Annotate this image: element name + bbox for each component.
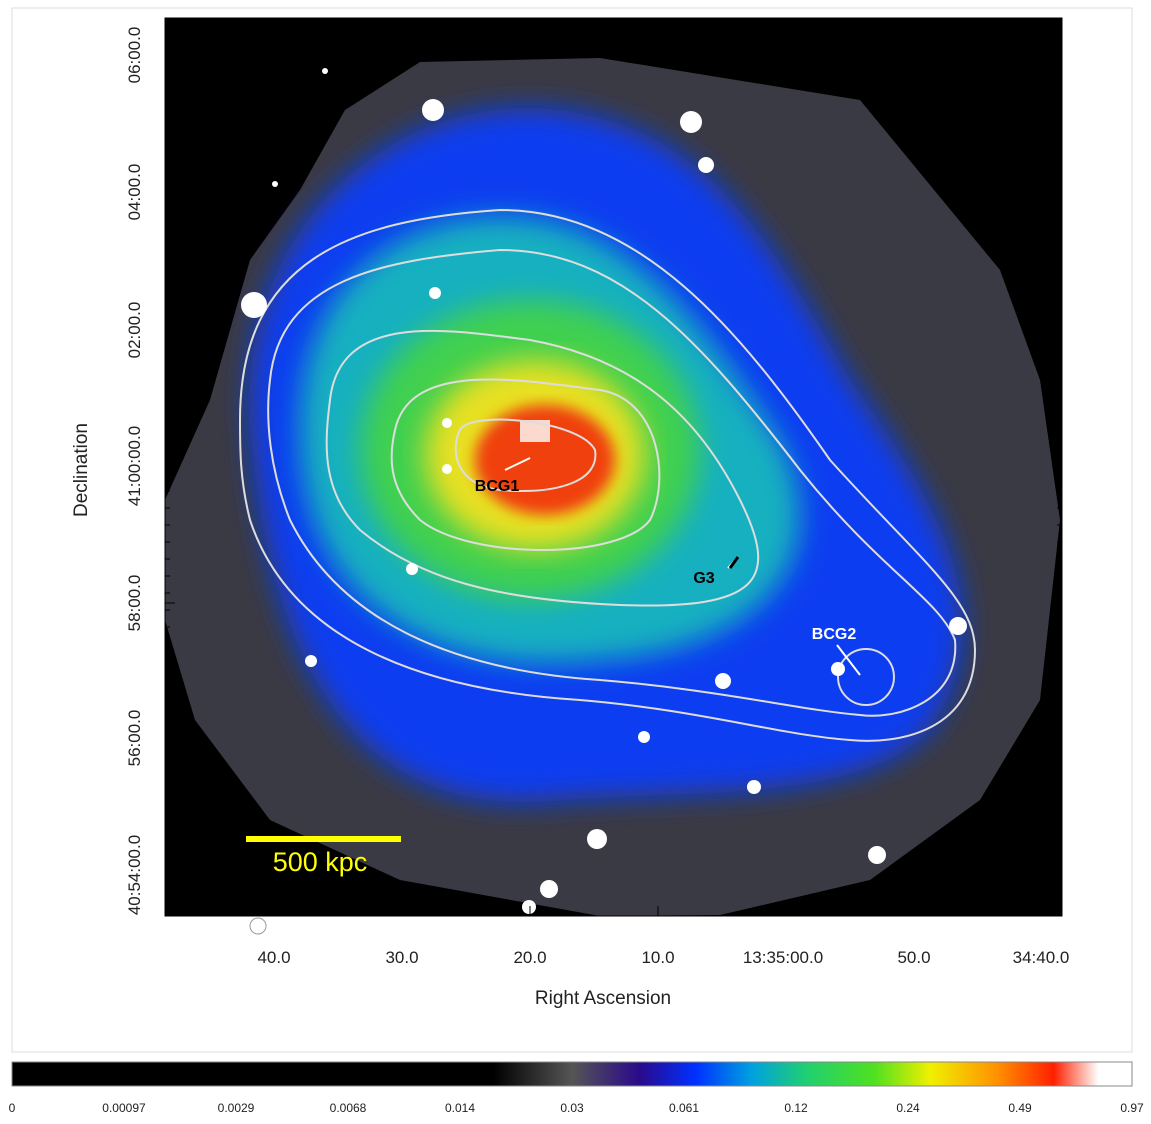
y-axis-label: Declination [71, 423, 92, 517]
colorbar-label: 0.03 [560, 1101, 584, 1115]
colorbar-label: 0.12 [784, 1101, 808, 1115]
colorbar [12, 1062, 1132, 1086]
y-tick-label: 41:00:00.0 [125, 426, 144, 506]
x-tick-label: 10.0 [641, 948, 674, 967]
y-tick-label: 02:00.0 [125, 302, 144, 359]
y-tick-label: 40:54:00.0 [125, 835, 144, 915]
x-tick-label: 30.0 [385, 948, 418, 967]
figure: 500 kpc Right Ascension Declination 40.0… [0, 0, 1151, 1119]
annotation: BCG1 [475, 478, 520, 495]
y-tick-label: 04:00.0 [125, 164, 144, 221]
colorbar-label: 0.49 [1008, 1101, 1032, 1115]
x-tick-label: 50.0 [897, 948, 930, 967]
y-tick-label: 06:00.0 [125, 27, 144, 84]
x-tick-label: 20.0 [513, 948, 546, 967]
x-tick-label: 34:40.0 [1013, 948, 1070, 967]
x-tick-label: 40.0 [257, 948, 290, 967]
colorbar-label: 0.97 [1120, 1101, 1144, 1115]
colorbar-label: 0.0068 [330, 1101, 367, 1115]
colorbar-label: 0.061 [669, 1101, 699, 1115]
image [165, 18, 1062, 916]
x-axis-label: Right Ascension [535, 988, 671, 1009]
colorbar-label: 0 [9, 1101, 16, 1115]
point-source [250, 918, 266, 934]
colorbar-label: 0.0029 [218, 1101, 255, 1115]
annotation: BCG2 [812, 626, 857, 643]
colorbar-label: 0.00097 [102, 1101, 146, 1115]
annotation: G3 [693, 570, 714, 587]
scale-bar-label: 500 kpc [273, 847, 368, 877]
y-tick-label: 58:00.0 [125, 575, 144, 632]
colorbar-label: 0.014 [445, 1101, 475, 1115]
colorbar-label: 0.24 [896, 1101, 920, 1115]
y-tick-label: 56:00.0 [125, 710, 144, 767]
x-tick-label: 13:35:00.0 [743, 948, 823, 967]
